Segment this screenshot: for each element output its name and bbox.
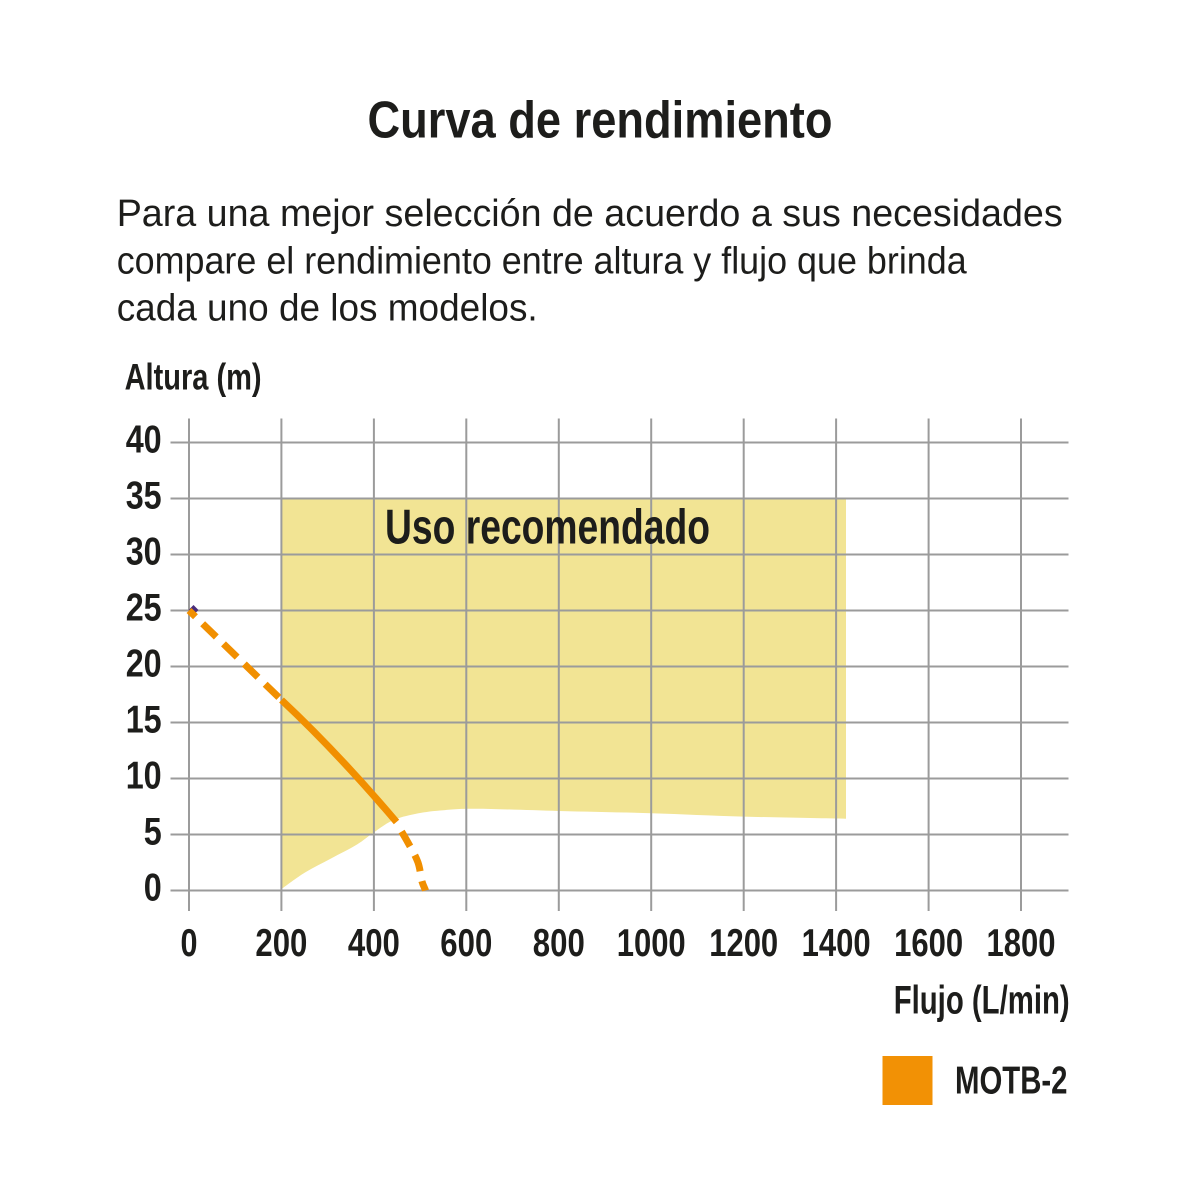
svg-text:1400: 1400 [802,922,871,965]
svg-text:35: 35 [126,475,162,518]
svg-text:Uso recomendado: Uso recomendado [385,500,710,554]
svg-text:200: 200 [255,922,307,965]
svg-text:15: 15 [126,699,162,742]
svg-text:cada uno de los modelos.: cada uno de los modelos. [117,287,538,330]
svg-text:0: 0 [181,922,198,965]
svg-text:40: 40 [126,419,162,462]
svg-text:1200: 1200 [709,922,778,965]
svg-text:1800: 1800 [987,922,1056,965]
svg-text:MOTB-2: MOTB-2 [955,1060,1068,1103]
svg-text:Curva de rendimiento: Curva de rendimiento [368,92,833,150]
svg-text:10: 10 [126,755,162,798]
svg-text:Flujo (L/min): Flujo (L/min) [894,979,1070,1023]
svg-text:Altura (m): Altura (m) [125,356,262,398]
svg-text:30: 30 [126,531,162,574]
svg-text:1600: 1600 [894,922,963,965]
svg-text:25: 25 [126,587,162,630]
svg-text:600: 600 [440,922,492,965]
svg-text:400: 400 [348,922,400,965]
svg-text:5: 5 [144,811,162,854]
svg-text:20: 20 [126,643,162,686]
svg-text:Para una mejor selección de ac: Para una mejor selección de acuerdo a su… [117,192,1063,235]
svg-text:800: 800 [533,922,585,965]
svg-text:0: 0 [144,867,162,910]
svg-text:compare el rendimiento entre a: compare el rendimiento entre altura y fl… [117,239,968,282]
svg-text:1000: 1000 [617,922,686,965]
